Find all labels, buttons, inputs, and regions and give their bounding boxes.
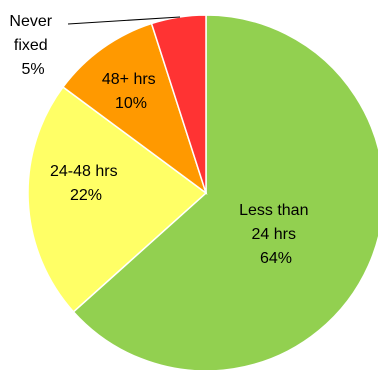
slice-less-than-24-hrs — [72, 14, 378, 370]
slice-label-24-48-hrs-line-2: 22% — [70, 187, 102, 204]
pie-slices — [27, 14, 378, 370]
slice-label-less-than-24-hrs-line-2: 24 hrs — [252, 226, 296, 243]
slice-label-48-plus-hrs: 48+ hrs 10% — [102, 71, 160, 112]
slice-label-less-than-24-hrs-line-3: 64% — [260, 250, 292, 267]
slice-label-never-fixed-line-1: Never — [9, 13, 52, 30]
slice-label-never-fixed: Never fixed 5% — [9, 13, 56, 78]
slice-label-never-fixed-line-3: 5% — [21, 61, 44, 78]
never-fixed-leader-line — [67, 16, 181, 25]
slice-label-48-plus-hrs-line-2: 10% — [115, 95, 147, 112]
slice-label-48-plus-hrs-line-1: 48+ hrs — [102, 71, 156, 88]
slice-label-24-48-hrs: 24-48 hrs 22% — [50, 163, 122, 204]
slice-label-less-than-24-hrs: Less than 24 hrs 64% — [239, 202, 313, 267]
slice-label-never-fixed-line-2: fixed — [14, 37, 48, 54]
slice-label-less-than-24-hrs-line-1: Less than — [239, 202, 308, 219]
slice-24-48-hrs — [27, 85, 208, 313]
slice-48-plus-hrs — [61, 22, 208, 195]
slice-label-24-48-hrs-line-1: 24-48 hrs — [50, 163, 118, 180]
